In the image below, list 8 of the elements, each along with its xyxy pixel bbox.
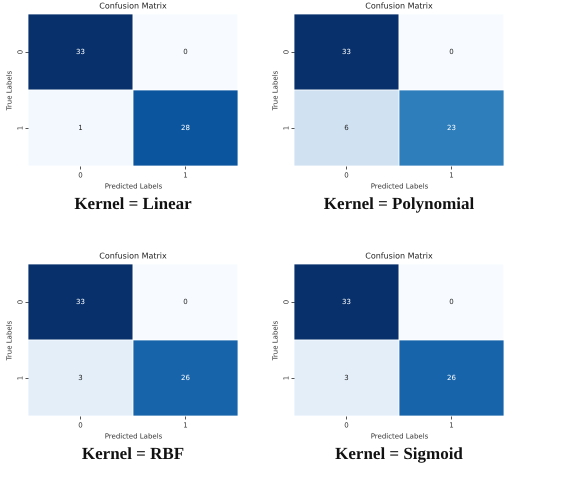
chart-title: Confusion Matrix [99,2,168,11]
text: Kernel = Polynomial [324,194,474,213]
text: Kernel = Sigmoid [335,444,464,463]
chart-title: Confusion Matrix [365,252,434,261]
chart-title: Confusion Matrix [365,2,434,11]
chart-title: Confusion Matrix [99,252,168,261]
text: Kernel = Linear [74,194,192,213]
text: Kernel = RBF [82,444,184,463]
